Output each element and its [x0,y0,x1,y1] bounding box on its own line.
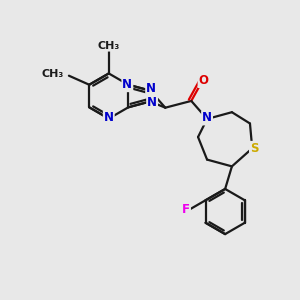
Text: N: N [147,96,157,109]
Text: CH₃: CH₃ [98,41,120,51]
Text: F: F [182,203,190,216]
Text: CH₃: CH₃ [42,69,64,79]
Text: S: S [250,142,258,155]
Text: N: N [146,82,156,95]
Text: O: O [199,74,208,87]
Text: N: N [104,111,114,124]
Text: N: N [202,112,212,124]
Text: N: N [122,78,132,91]
